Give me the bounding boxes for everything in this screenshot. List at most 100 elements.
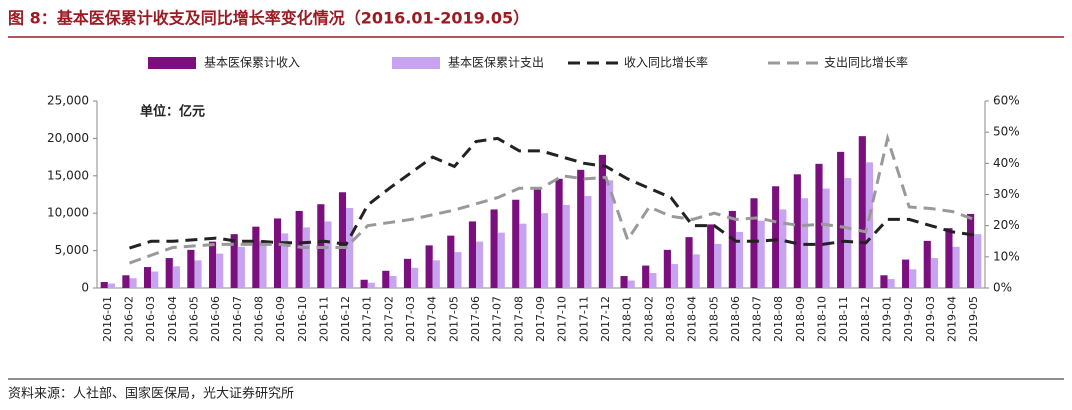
x-tick-label: 2016-08 — [252, 296, 265, 342]
x-tick-label: 2016-09 — [274, 296, 287, 342]
y-tick-label: 10,000 — [47, 206, 89, 220]
bar — [273, 218, 282, 288]
bar — [187, 249, 195, 288]
bar — [129, 278, 137, 288]
x-tick-label: 2016-10 — [296, 296, 309, 342]
bar — [793, 174, 801, 288]
bar — [909, 269, 917, 288]
bar — [367, 282, 375, 288]
bar — [360, 279, 368, 288]
y2-tick-label: 50% — [993, 125, 1020, 139]
bar — [685, 237, 693, 288]
legend-label: 支出同比增长率 — [824, 55, 908, 70]
bar — [151, 271, 159, 288]
bar — [237, 246, 245, 288]
bar — [389, 276, 397, 288]
x-tick-label: 2017-11 — [577, 296, 590, 342]
x-tick-label: 2016-06 — [209, 296, 222, 342]
x-tick-label: 2017-02 — [382, 296, 395, 342]
legend-label: 收入同比增长率 — [624, 55, 708, 70]
x-tick-label: 2016-05 — [187, 296, 200, 342]
bar — [107, 283, 115, 288]
y-tick-label: 5,000 — [55, 243, 89, 257]
x-tick-label: 2016-04 — [166, 296, 179, 342]
bar — [447, 235, 455, 288]
bar — [952, 246, 960, 288]
bar — [208, 241, 217, 288]
y2-tick-label: 10% — [993, 249, 1020, 263]
bar — [230, 234, 238, 288]
bar — [887, 279, 895, 288]
bar — [476, 241, 484, 288]
x-tick-label: 2016-01 — [101, 296, 114, 342]
x-tick-label: 2016-07 — [231, 296, 244, 342]
bar — [259, 240, 267, 288]
bar — [143, 267, 152, 288]
bar — [728, 210, 736, 288]
bar — [880, 275, 888, 288]
bar — [172, 266, 180, 288]
bar — [974, 234, 982, 288]
bar — [714, 243, 722, 288]
bar — [411, 267, 419, 288]
x-tick-label: 2017-08 — [512, 296, 525, 342]
line — [128, 132, 975, 265]
bar — [338, 192, 347, 288]
bar — [252, 226, 260, 288]
bar — [605, 180, 614, 288]
x-tick-label: 2017-03 — [404, 296, 417, 342]
bar — [533, 187, 541, 288]
x-tick-label: 2016-11 — [317, 296, 330, 342]
bar — [584, 195, 592, 288]
bar — [670, 264, 679, 288]
y-tick-label: 25,000 — [47, 94, 89, 108]
bar — [302, 227, 310, 288]
bar — [281, 233, 289, 288]
bar — [707, 224, 715, 288]
x-tick-label: 2016-12 — [339, 296, 352, 342]
x-tick-label: 2017-12 — [599, 296, 612, 342]
x-tick-label: 2016-03 — [144, 296, 157, 342]
bar — [772, 186, 780, 288]
y2-tick-label: 0% — [993, 281, 1012, 295]
x-tick-label: 2017-05 — [447, 296, 460, 342]
x-tick-label: 2017-04 — [426, 296, 439, 342]
bar — [815, 163, 823, 288]
bar — [432, 260, 440, 288]
bar — [923, 240, 931, 288]
bar — [346, 207, 354, 288]
bar — [577, 169, 585, 288]
y2-tick-label: 40% — [993, 156, 1020, 170]
y2-tick-label: 60% — [993, 94, 1020, 108]
bar — [497, 232, 505, 288]
x-tick-label: 2019-01 — [881, 296, 894, 342]
x-tick-label: 2017-07 — [491, 296, 504, 342]
line — [129, 136, 975, 250]
bar — [295, 210, 303, 288]
source: 资料来源：人社部、国家医保局，光大证券研究所 — [8, 386, 294, 402]
bar — [858, 136, 866, 288]
bar — [425, 245, 433, 288]
x-tick-label: 2017-10 — [556, 296, 569, 342]
bar — [930, 258, 939, 288]
bar — [865, 162, 874, 288]
x-tick-label: 2018-10 — [816, 296, 829, 342]
x-tick-label: 2018-04 — [686, 296, 699, 342]
bar — [902, 259, 910, 288]
x-tick-label: 2018-08 — [772, 296, 785, 342]
bar — [663, 249, 671, 288]
y-tick-label: 20,000 — [47, 131, 89, 145]
bar — [837, 151, 845, 288]
bar — [692, 254, 700, 288]
x-tick-label: 2018-05 — [707, 296, 720, 342]
bar — [100, 282, 108, 288]
x-tick-label: 2018-09 — [794, 296, 807, 342]
x-tick-label: 2018-11 — [837, 296, 850, 342]
bar — [519, 223, 527, 288]
bar — [620, 276, 628, 288]
x-tick-label: 2016-02 — [122, 296, 135, 342]
x-tick-label: 2018-01 — [621, 296, 634, 342]
bar — [945, 228, 953, 288]
bar — [194, 260, 202, 288]
